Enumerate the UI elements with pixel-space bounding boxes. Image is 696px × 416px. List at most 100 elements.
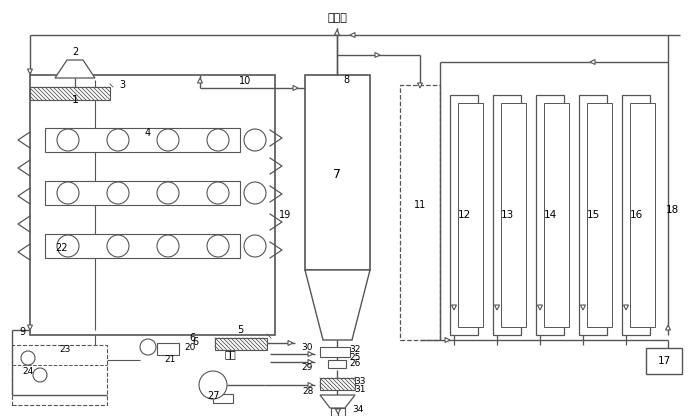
Polygon shape (335, 30, 340, 35)
Polygon shape (418, 83, 422, 88)
Circle shape (157, 182, 179, 204)
Bar (305, 75, 370, 270)
Text: 5: 5 (237, 325, 243, 335)
Polygon shape (55, 60, 95, 78)
Text: 4: 4 (145, 128, 151, 138)
Polygon shape (288, 341, 293, 346)
Text: 17: 17 (658, 356, 671, 366)
Text: 14: 14 (544, 210, 557, 220)
Text: 7: 7 (333, 168, 341, 181)
Bar (320, 378, 355, 390)
Text: 13: 13 (500, 210, 514, 220)
Polygon shape (624, 305, 628, 310)
Bar (544, 103, 569, 327)
Text: 18: 18 (665, 205, 679, 215)
Text: 1: 1 (72, 95, 79, 105)
Bar (30, 75, 275, 335)
Text: 28: 28 (302, 387, 314, 396)
Circle shape (21, 351, 35, 365)
Text: 12: 12 (457, 210, 470, 220)
Polygon shape (580, 305, 585, 310)
Text: 8: 8 (343, 75, 349, 85)
Text: 3: 3 (119, 80, 125, 90)
Bar (320, 347, 350, 357)
Circle shape (207, 235, 229, 257)
Circle shape (107, 129, 129, 151)
Polygon shape (590, 59, 595, 64)
Text: 15: 15 (586, 210, 600, 220)
Text: 6: 6 (192, 337, 198, 347)
Bar (45, 234, 240, 258)
Polygon shape (308, 382, 313, 387)
Text: 25: 25 (349, 354, 361, 362)
Text: 2: 2 (72, 47, 78, 57)
Text: 到用户: 到用户 (327, 13, 347, 23)
Bar (215, 338, 267, 350)
Polygon shape (665, 325, 670, 330)
Text: 23: 23 (59, 346, 71, 354)
Polygon shape (335, 409, 340, 414)
Text: 26: 26 (349, 359, 361, 369)
Polygon shape (494, 305, 500, 310)
Bar (45, 181, 240, 205)
Bar (622, 95, 650, 335)
Polygon shape (375, 52, 380, 57)
Bar (30, 87, 110, 100)
Circle shape (57, 235, 79, 257)
Circle shape (157, 235, 179, 257)
Text: 19: 19 (279, 210, 291, 220)
Polygon shape (350, 32, 355, 37)
Bar (493, 95, 521, 335)
Bar (12, 345, 107, 405)
Bar (213, 394, 233, 403)
Polygon shape (305, 270, 370, 340)
Circle shape (244, 235, 266, 257)
Bar (536, 95, 564, 335)
Polygon shape (320, 395, 355, 408)
Polygon shape (28, 325, 33, 330)
Polygon shape (28, 69, 33, 74)
Text: 蒸汽: 蒸汽 (224, 349, 236, 359)
Bar (45, 128, 240, 152)
Bar (331, 408, 345, 416)
Circle shape (207, 182, 229, 204)
Circle shape (140, 339, 156, 355)
Circle shape (157, 129, 179, 151)
Polygon shape (308, 359, 313, 364)
Text: 33: 33 (354, 376, 366, 386)
Text: 16: 16 (629, 210, 642, 220)
Polygon shape (198, 78, 203, 83)
Polygon shape (293, 86, 298, 91)
Text: 9: 9 (19, 327, 25, 337)
Text: 20: 20 (184, 342, 196, 352)
Circle shape (207, 129, 229, 151)
Circle shape (199, 371, 227, 399)
Circle shape (107, 235, 129, 257)
Text: 30: 30 (301, 342, 313, 352)
Circle shape (244, 129, 266, 151)
Bar (587, 103, 612, 327)
Circle shape (107, 182, 129, 204)
Text: 24: 24 (22, 367, 33, 376)
Polygon shape (452, 305, 457, 310)
Bar (328, 360, 346, 368)
Text: 27: 27 (207, 391, 219, 401)
Bar (630, 103, 655, 327)
Polygon shape (537, 305, 542, 310)
Polygon shape (445, 337, 450, 342)
Circle shape (57, 129, 79, 151)
Text: 32: 32 (349, 346, 361, 354)
Text: 31: 31 (354, 386, 366, 394)
Text: 29: 29 (301, 364, 313, 372)
Polygon shape (308, 352, 313, 357)
Bar (501, 103, 526, 327)
Bar (450, 95, 478, 335)
Circle shape (33, 368, 47, 382)
Text: 11: 11 (414, 200, 426, 210)
Bar (646, 348, 682, 374)
Circle shape (244, 182, 266, 204)
Bar (157, 343, 179, 355)
Text: 22: 22 (56, 243, 68, 253)
Bar (400, 85, 440, 340)
Bar (458, 103, 483, 327)
